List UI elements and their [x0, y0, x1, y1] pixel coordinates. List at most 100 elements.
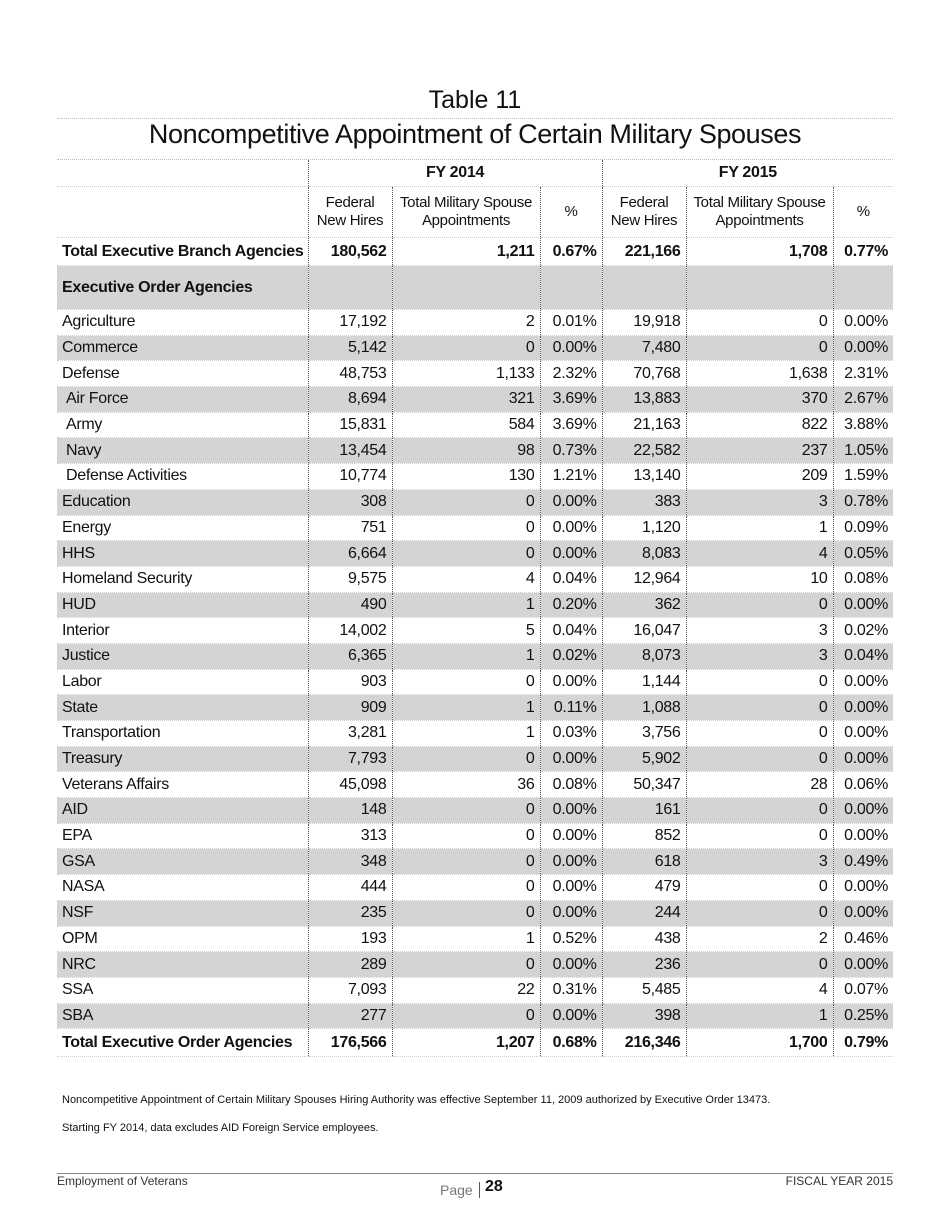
value-cell: 0.04% — [832, 643, 894, 670]
value-cell: 7,093 — [307, 977, 392, 1004]
value-cell: 5,485 — [601, 977, 687, 1004]
total-row: Total Executive Branch Agencies 180,562 1,… — [57, 237, 894, 266]
agency-row: Agriculture 17,192 2 0.01% 19,918 0 0.00% — [57, 309, 894, 336]
value-cell: 348 — [307, 848, 392, 876]
value-cell: 0.00% — [539, 746, 603, 773]
table-title: Noncompetitive Appointment of Certain Mi… — [57, 119, 893, 160]
value-cell: 438 — [601, 926, 687, 953]
value-cell: 1.05% — [832, 437, 894, 465]
column-header: % — [539, 186, 603, 238]
column-header-line: % — [856, 203, 870, 220]
column-header-line: New Hires — [610, 212, 678, 229]
row-label: AID — [57, 797, 308, 824]
value-cell: 1,207 — [391, 1028, 540, 1058]
value-cell: 17,192 — [307, 309, 392, 336]
row-label: HHS — [57, 540, 308, 567]
column-header: Total Military Spouse Appointments — [685, 186, 834, 238]
value-cell: 5,142 — [307, 335, 392, 362]
value-cell: 8,073 — [601, 643, 687, 670]
value-cell: 0 — [391, 746, 540, 773]
footer-rule — [57, 1173, 893, 1174]
row-label: SSA — [57, 977, 308, 1004]
value-cell: 0.00% — [539, 874, 603, 901]
value-cell: 1 — [391, 592, 540, 619]
value-cell: 0.00% — [539, 515, 603, 542]
footer-right: FISCAL YEAR 2015 — [785, 1174, 893, 1188]
value-cell: 22 — [391, 977, 540, 1004]
value-cell: 584 — [391, 412, 540, 439]
agency-row: Transportation 3,281 1 0.03% 3,756 0 0.00% — [57, 720, 894, 747]
value-cell: 0.78% — [832, 489, 894, 516]
row-label: Commerce — [57, 335, 308, 362]
value-cell: 0.00% — [539, 848, 603, 876]
agency-row: Labor 903 0 0.00% 1,144 0 0.00% — [57, 669, 894, 696]
column-header-line: Appointments — [421, 212, 511, 229]
value-cell: 5 — [391, 617, 540, 644]
value-cell: 0.00% — [832, 309, 894, 336]
value-cell: 0.02% — [539, 643, 603, 670]
value-cell: 321 — [391, 386, 540, 413]
value-cell: 0.00% — [539, 797, 603, 824]
value-cell: 0.04% — [539, 566, 603, 593]
value-cell: 1 — [391, 694, 540, 721]
value-cell: 0.00% — [832, 951, 894, 978]
agency-row: Army 15,831 584 3.69% 21,163 822 3.88% — [57, 412, 894, 439]
row-label: Energy — [57, 515, 308, 542]
value-cell: 1.21% — [539, 463, 603, 490]
value-cell: 0.00% — [539, 335, 603, 362]
value-cell: 308 — [307, 489, 392, 516]
row-label: Total Executive Order Agencies — [57, 1028, 308, 1058]
value-cell: 3 — [685, 848, 834, 876]
row-label: Air Force — [57, 386, 308, 413]
value-cell: 0.02% — [832, 617, 894, 644]
value-cell: 0 — [685, 720, 834, 747]
value-cell: 479 — [601, 874, 687, 901]
value-cell: 180,562 — [307, 237, 392, 266]
agency-row: Justice 6,365 1 0.02% 8,073 3 0.04% — [57, 643, 894, 670]
value-cell: 0 — [391, 797, 540, 824]
value-cell: 0.00% — [832, 823, 894, 850]
row-label: Education — [57, 489, 308, 516]
value-cell: 277 — [307, 1003, 392, 1030]
value-cell: 2.31% — [832, 360, 894, 388]
value-cell: 0.67% — [539, 237, 603, 266]
value-cell: 1 — [391, 720, 540, 747]
column-header: Federal New Hires — [307, 186, 392, 238]
value-cell: 4 — [391, 566, 540, 593]
value-cell: 0.46% — [832, 926, 894, 953]
value-cell: 1,133 — [391, 360, 540, 388]
value-cell: 1,120 — [601, 515, 687, 542]
row-label: State — [57, 694, 308, 721]
value-cell: 98 — [391, 437, 540, 465]
column-header-line: Federal — [325, 194, 375, 211]
value-cell: 0 — [391, 540, 540, 567]
value-cell: 6,664 — [307, 540, 392, 567]
blank-cell — [57, 160, 308, 187]
value-cell: 0.00% — [539, 669, 603, 696]
page-label: Page — [440, 1182, 480, 1198]
row-label: NASA — [57, 874, 308, 901]
value-cell: 0.07% — [832, 977, 894, 1004]
value-cell: 0 — [391, 335, 540, 362]
value-cell: 1 — [391, 926, 540, 953]
value-cell: 0 — [685, 797, 834, 824]
page-number: 28 — [485, 1178, 503, 1195]
value-cell: 1,211 — [391, 237, 540, 266]
value-cell: 1,088 — [601, 694, 687, 721]
column-header-line: Appointments — [715, 212, 804, 229]
value-cell: 70,768 — [601, 360, 687, 388]
total-row: Total Executive Order Agencies 176,566 1,2… — [57, 1028, 894, 1058]
value-cell: 161 — [601, 797, 687, 824]
value-cell: 1 — [391, 643, 540, 670]
value-cell: 0.00% — [539, 540, 603, 567]
value-cell: 10 — [685, 566, 834, 593]
value-cell: 22,582 — [601, 437, 687, 465]
row-label: Veterans Affairs — [57, 771, 308, 799]
value-cell: 0.03% — [539, 720, 603, 747]
value-cell: 8,083 — [601, 540, 687, 567]
value-cell: 0.00% — [832, 874, 894, 901]
value-cell: 221,166 — [601, 237, 687, 266]
value-cell: 0.11% — [539, 694, 603, 721]
value-cell: 852 — [601, 823, 687, 850]
